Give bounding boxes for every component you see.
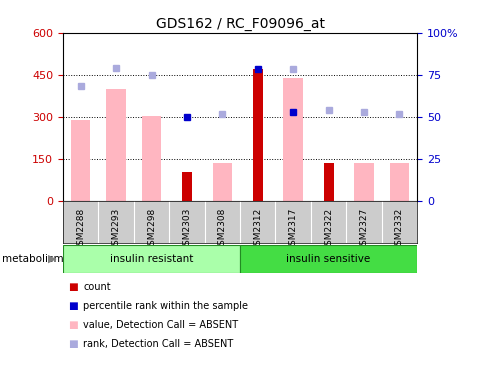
- Text: GSM2312: GSM2312: [253, 208, 262, 251]
- Text: GSM2322: GSM2322: [323, 208, 333, 251]
- Text: GSM2308: GSM2308: [217, 208, 227, 251]
- Bar: [212, 163, 232, 201]
- Text: ■: ■: [68, 301, 77, 311]
- Text: count: count: [83, 282, 111, 292]
- FancyBboxPatch shape: [63, 245, 240, 273]
- Text: GSM2303: GSM2303: [182, 208, 191, 251]
- Text: GSM2288: GSM2288: [76, 208, 85, 251]
- FancyBboxPatch shape: [240, 245, 416, 273]
- Bar: [283, 78, 302, 201]
- Bar: [252, 70, 262, 201]
- Text: GSM2317: GSM2317: [288, 208, 297, 251]
- Text: ■: ■: [68, 282, 77, 292]
- Text: ▶: ▶: [48, 254, 57, 264]
- Text: insulin sensitive: insulin sensitive: [286, 254, 370, 264]
- Bar: [71, 120, 91, 201]
- Text: ■: ■: [68, 320, 77, 330]
- Text: rank, Detection Call = ABSENT: rank, Detection Call = ABSENT: [83, 339, 233, 350]
- Text: GSM2332: GSM2332: [394, 208, 403, 251]
- Bar: [323, 163, 333, 201]
- Text: insulin resistant: insulin resistant: [110, 254, 193, 264]
- Title: GDS162 / RC_F09096_at: GDS162 / RC_F09096_at: [155, 16, 324, 30]
- Text: percentile rank within the sample: percentile rank within the sample: [83, 301, 248, 311]
- Text: ■: ■: [68, 339, 77, 350]
- Text: value, Detection Call = ABSENT: value, Detection Call = ABSENT: [83, 320, 238, 330]
- Bar: [389, 163, 408, 201]
- Text: GSM2298: GSM2298: [147, 208, 156, 251]
- Bar: [106, 89, 126, 201]
- Text: metabolism: metabolism: [2, 254, 64, 264]
- Text: GSM2327: GSM2327: [359, 208, 368, 251]
- Bar: [141, 116, 161, 201]
- Bar: [353, 163, 373, 201]
- Text: GSM2293: GSM2293: [111, 208, 121, 251]
- Bar: [182, 172, 192, 201]
